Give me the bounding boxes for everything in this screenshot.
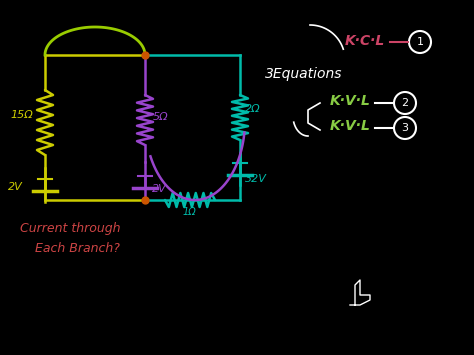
Text: 3: 3 <box>401 123 409 133</box>
Text: K·C·L: K·C·L <box>345 34 385 48</box>
Text: 2V: 2V <box>152 184 167 194</box>
Text: 3Equations: 3Equations <box>265 67 343 81</box>
Text: K·V·L: K·V·L <box>330 119 371 133</box>
Text: Current through: Current through <box>20 222 120 235</box>
Text: 32V: 32V <box>245 174 267 184</box>
Text: K·V·L: K·V·L <box>330 94 371 108</box>
Text: Each Branch?: Each Branch? <box>35 242 120 255</box>
Text: 5Ω: 5Ω <box>153 112 169 122</box>
Text: 2V: 2V <box>8 182 23 192</box>
Text: 1: 1 <box>417 37 423 47</box>
Text: 15Ω: 15Ω <box>10 110 33 120</box>
Text: 1Ω: 1Ω <box>183 207 197 217</box>
Text: 2Ω: 2Ω <box>245 104 261 114</box>
Text: 2: 2 <box>401 98 409 108</box>
